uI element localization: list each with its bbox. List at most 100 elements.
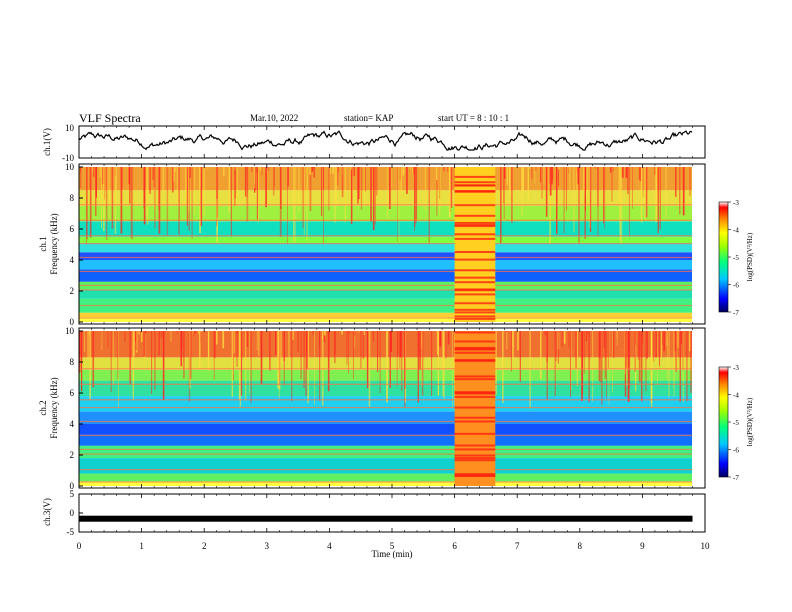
spectrogram-streak	[306, 331, 308, 370]
spectrogram-band	[79, 458, 692, 474]
spectrogram-streak	[348, 331, 350, 334]
spectrogram-streak	[154, 167, 156, 211]
spectrogram-streak	[344, 167, 346, 222]
spectrogram-streak	[607, 331, 609, 369]
spectrogram-streak	[145, 331, 147, 334]
spectrogram-streak	[603, 331, 605, 348]
spectrogram-streak	[594, 167, 596, 169]
spectrogram-streak	[89, 167, 91, 189]
spectrogram-streak	[421, 331, 423, 387]
spectrogram-streak	[231, 331, 233, 398]
spectrogram-streak	[129, 331, 132, 384]
spectrogram-line	[79, 289, 692, 291]
spectrogram-streak	[279, 331, 281, 385]
spectrogram-streak	[81, 331, 83, 392]
spectrogram-band	[79, 369, 692, 381]
burst-line	[454, 432, 496, 435]
ytick-label: 6	[70, 388, 75, 398]
spectrogram-streak	[260, 167, 262, 172]
spectrogram-streak	[194, 167, 196, 214]
spectrogram-streak	[592, 331, 594, 402]
spectrogram-streak	[346, 331, 348, 365]
spectrogram-streak	[261, 167, 263, 176]
spectrogram-streak	[559, 331, 561, 333]
spectrogram-streak	[312, 331, 314, 335]
spectrogram-streak	[273, 167, 275, 196]
burst-line	[454, 348, 496, 351]
spectrogram-streak	[634, 331, 637, 372]
spectrogram-streak	[207, 167, 209, 170]
spectrogram-streak	[363, 331, 365, 335]
spectrogram-streak	[521, 167, 523, 216]
spectrogram-streak	[660, 331, 663, 359]
spectrogram-streak	[663, 331, 666, 352]
spectrogram-streak	[420, 331, 423, 349]
spectrogram-streak	[657, 331, 658, 386]
spectrogram-streak	[587, 331, 589, 335]
spectrogram-streak	[249, 331, 250, 394]
spectrogram-streak	[216, 167, 218, 199]
burst-line	[454, 395, 496, 398]
spectrogram-streak	[412, 167, 414, 175]
spectrogram-streak	[146, 167, 149, 225]
spectrogram-streak	[690, 331, 692, 393]
spectrogram-streak	[689, 331, 691, 352]
spectrogram-streak	[640, 167, 643, 223]
spectrogram-streak	[120, 167, 123, 234]
spectrogram-streak	[265, 167, 267, 208]
spectrogram-streak	[583, 331, 585, 374]
ch3-flat-line	[79, 515, 693, 522]
spectrogram-streak	[370, 167, 372, 222]
spectrogram-streak	[158, 167, 160, 210]
burst-line	[454, 184, 496, 187]
spectrogram-streak	[545, 167, 548, 217]
spectrogram-streak	[353, 331, 356, 336]
burst-line	[454, 317, 496, 320]
spectrogram-streak	[616, 331, 618, 346]
spectrogram-streak	[250, 331, 252, 404]
spectrogram-streak	[194, 331, 197, 334]
spectrogram-streak	[555, 331, 557, 362]
spectrogram-streak	[529, 331, 531, 409]
spectrogram-streak	[256, 331, 258, 350]
spectrogram-streak	[589, 167, 592, 232]
ytick-label: -5	[67, 527, 75, 537]
spectrogram-streak	[176, 167, 178, 207]
burst-line	[454, 378, 496, 381]
spectrogram-streak	[600, 331, 602, 383]
spectrogram-streak	[653, 331, 655, 362]
spectrogram-streak	[668, 331, 670, 398]
spectrogram-streak	[598, 331, 601, 382]
spectrogram-streak	[558, 167, 560, 170]
burst-line	[454, 276, 496, 279]
spectrogram-streak	[581, 331, 583, 402]
spectrogram-streak	[409, 167, 411, 170]
spectrogram-streak	[129, 167, 131, 204]
spectrogram-streak	[568, 331, 570, 348]
spectrogram-band	[79, 411, 692, 424]
spectrogram-streak	[258, 331, 260, 356]
xtick-label: 0	[77, 541, 82, 551]
spectrogram-streak	[260, 331, 263, 384]
spectrogram-streak	[185, 167, 187, 198]
spectrogram-streak	[246, 167, 249, 222]
burst-line	[454, 420, 496, 423]
spectrogram-streak	[95, 167, 97, 216]
ch1-spectrogram-ylabel-freq: Frequency (kHz)	[49, 213, 59, 274]
ch1-spectrogram-ylabel-ch: ch.1	[38, 236, 48, 251]
spectrogram-streak	[236, 167, 239, 206]
spectrogram-band	[79, 481, 692, 486]
spectrogram-line	[79, 235, 692, 237]
spectrogram-streak	[358, 167, 360, 200]
spectrogram-line	[79, 256, 692, 259]
spectrogram-line	[79, 453, 692, 455]
spectrogram-streak	[321, 167, 323, 217]
ch1-ytick-top: 10	[65, 123, 75, 133]
spectrogram-streak	[183, 331, 185, 379]
spectrogram-streak	[585, 167, 586, 211]
spectrogram-streak	[506, 167, 509, 186]
spectrogram-streak	[448, 167, 451, 218]
spectrogram-streak	[453, 331, 456, 405]
spectrogram-streak	[280, 167, 282, 209]
